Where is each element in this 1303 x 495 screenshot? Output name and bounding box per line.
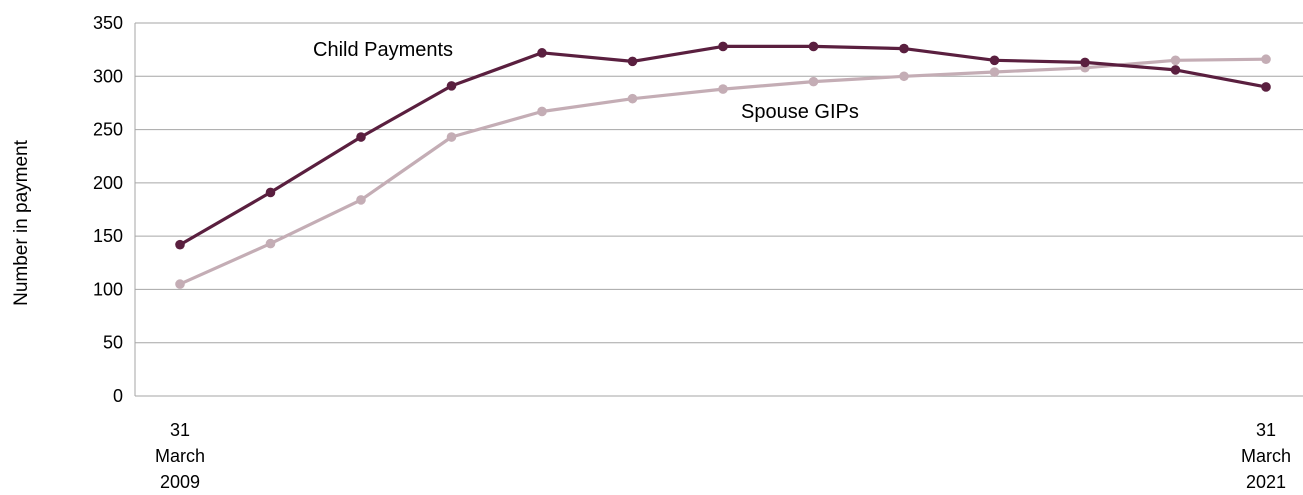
y-tick-label: 100 [93, 279, 123, 299]
data-point-spouse-gips [718, 84, 728, 94]
data-point-spouse-gips [537, 106, 547, 117]
data-point-spouse-gips [899, 71, 909, 82]
data-point-spouse-gips [808, 76, 819, 87]
data-point-child-payments [808, 41, 819, 52]
data-point-child-payments [989, 55, 1000, 66]
x-tick-label: 31 March 2021 [1241, 420, 1291, 492]
data-point-child-payments [1170, 65, 1181, 75]
data-point-child-payments [899, 43, 909, 54]
series-group [175, 41, 1271, 289]
x-tick-label-line: 2009 [160, 472, 200, 492]
y-axis-title: Number in payment [11, 139, 32, 306]
data-point-spouse-gips [1261, 54, 1271, 65]
x-tick-label-line: 2021 [1246, 472, 1286, 492]
data-point-child-payments [175, 239, 185, 250]
y-axis: 0 50 100 150 200 250 300 350 [93, 13, 136, 406]
y-tick-label: 50 [103, 333, 123, 353]
x-tick-label-line: 31 [1256, 420, 1276, 440]
y-tick-label: 150 [93, 226, 123, 246]
x-axis: 31 March 2009 31 March 2021 [135, 395, 1303, 492]
series-child-payments [175, 41, 1271, 250]
y-tick-label: 250 [93, 120, 123, 140]
data-point-spouse-gips [627, 93, 638, 104]
data-point-spouse-gips [446, 132, 457, 142]
data-point-spouse-gips [175, 279, 185, 289]
series-spouse-gips [175, 54, 1271, 289]
gridlines [135, 22, 1303, 344]
y-tick-label: 350 [93, 13, 123, 33]
data-point-child-payments [1080, 57, 1090, 68]
data-point-spouse-gips [356, 195, 366, 205]
y-tick-label: 200 [93, 173, 123, 193]
data-point-child-payments [627, 56, 638, 67]
data-point-child-payments [537, 48, 547, 58]
x-tick-label-line: March [1241, 446, 1291, 466]
series-label-child-payments: Child Payments [313, 39, 453, 61]
x-tick-label-line: March [155, 446, 205, 466]
data-point-spouse-gips [989, 67, 1000, 77]
x-tick-label: 31 March 2009 [155, 420, 205, 492]
series-label-spouse-gips: Spouse GIPs [741, 101, 859, 123]
data-point-child-payments [356, 132, 366, 142]
x-tick-label-line: 31 [170, 420, 190, 440]
data-point-spouse-gips [1170, 55, 1181, 66]
data-point-child-payments [718, 41, 728, 52]
data-point-spouse-gips [265, 238, 276, 249]
data-point-child-payments [265, 187, 276, 198]
y-tick-label: 300 [93, 66, 123, 86]
y-tick-label: 0 [113, 386, 123, 406]
data-point-child-payments [446, 81, 457, 91]
data-point-child-payments [1261, 82, 1271, 92]
